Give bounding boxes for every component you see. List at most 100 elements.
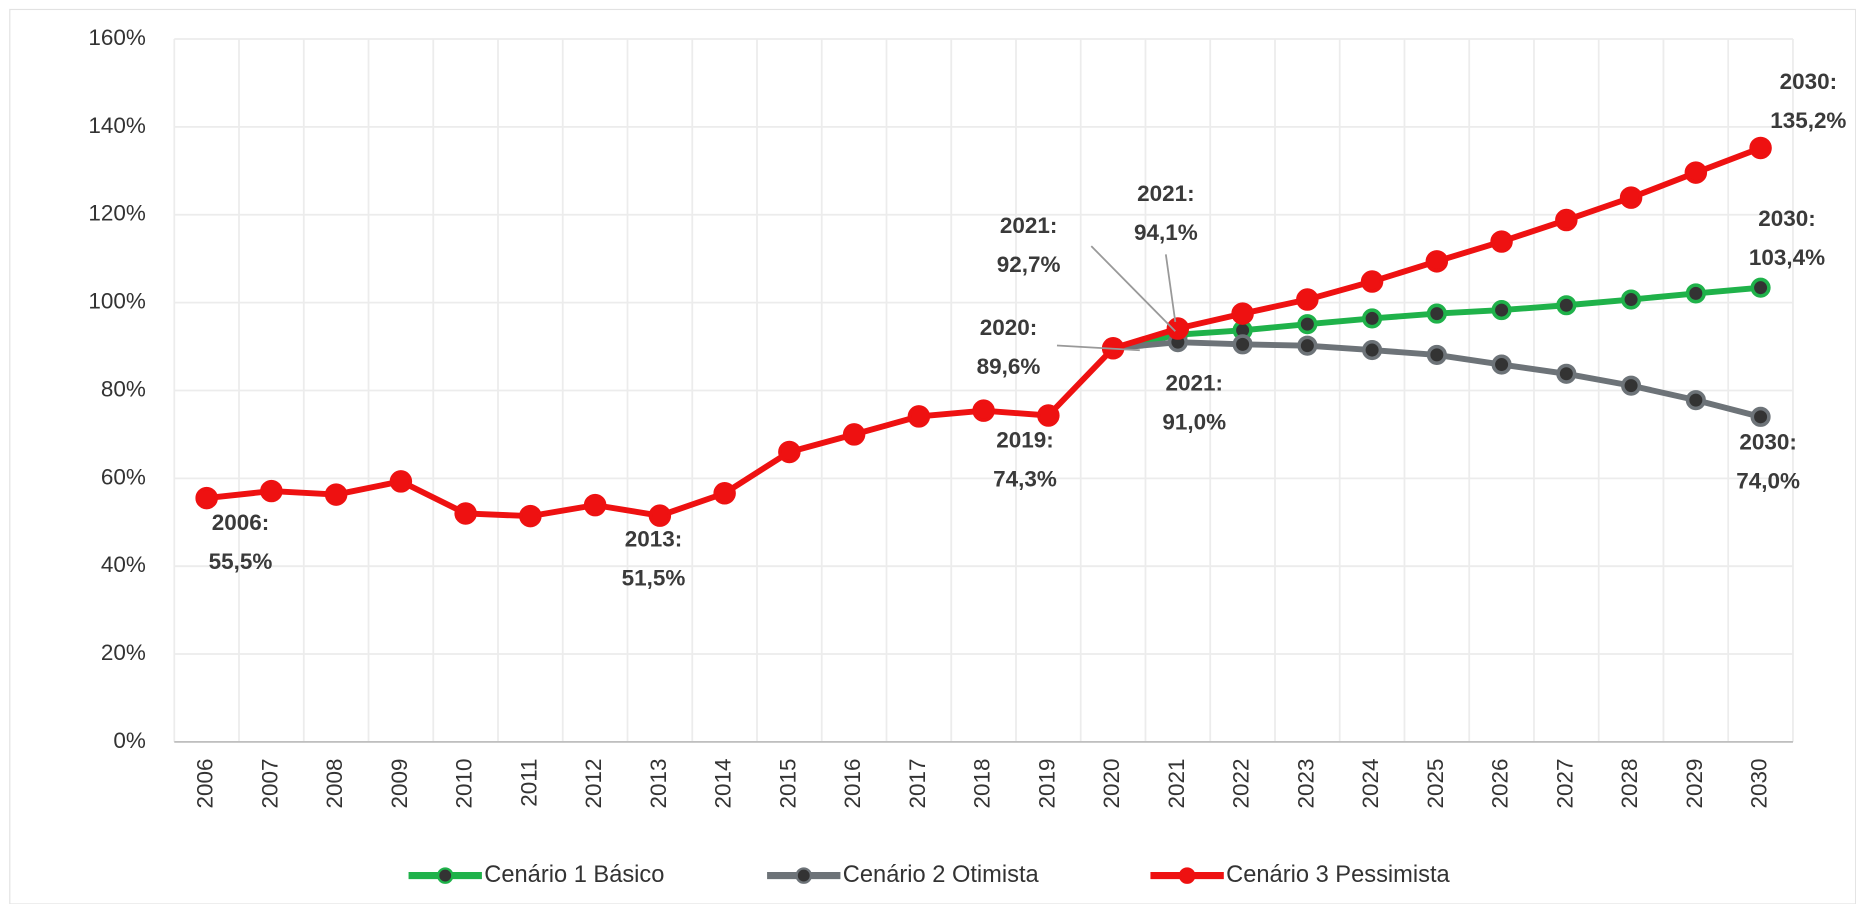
- annotation: 2021:: [1000, 213, 1057, 238]
- data-point: [1360, 270, 1384, 293]
- annotation: 55,5%: [209, 549, 273, 574]
- x-tick-label: 2012: [581, 758, 606, 808]
- data-point: [324, 483, 348, 506]
- x-tick-label: 2017: [905, 758, 930, 808]
- data-point: [1685, 390, 1706, 411]
- annotation: 2013:: [625, 527, 682, 552]
- data-point: [1685, 283, 1706, 304]
- x-tick-label: 2025: [1423, 758, 1448, 808]
- data-point: [1749, 136, 1772, 160]
- annotation: 92,7%: [997, 252, 1061, 277]
- y-tick-label: 60%: [101, 464, 146, 489]
- data-point: [1297, 335, 1318, 356]
- data-point: [1619, 186, 1643, 209]
- legend-label: Cenário 1 Básico: [484, 862, 664, 888]
- x-tick-label: 2009: [387, 758, 412, 808]
- data-point: [1037, 404, 1060, 427]
- x-tick-label: 2016: [840, 758, 865, 808]
- data-point: [1231, 302, 1254, 325]
- annotation-leader: [1090, 245, 1176, 332]
- data-point: [260, 479, 283, 503]
- x-tick-label: 2024: [1358, 758, 1383, 808]
- annotation: 74,3%: [993, 466, 1057, 491]
- data-point: [1362, 308, 1383, 329]
- data-point: [1491, 300, 1512, 321]
- x-tick-label: 2019: [1034, 758, 1059, 808]
- annotation: 2030:: [1739, 430, 1796, 455]
- data-point: [1490, 230, 1513, 253]
- y-tick-label: 0%: [113, 728, 145, 753]
- data-point: [195, 486, 218, 510]
- x-tick-label: 2029: [1682, 758, 1707, 808]
- annotation: 94,1%: [1134, 220, 1198, 245]
- annotation-leader: [1056, 344, 1140, 352]
- y-tick-label: 80%: [101, 376, 146, 401]
- annotation: 91,0%: [1162, 410, 1226, 435]
- x-tick-label: 2011: [516, 758, 541, 806]
- y-tick-label: 160%: [88, 25, 145, 50]
- annotation: 51,5%: [622, 566, 686, 591]
- annotation: 2021:: [1165, 370, 1222, 395]
- data-point: [1232, 334, 1253, 355]
- x-tick-label: 2027: [1552, 758, 1577, 808]
- data-point: [842, 423, 866, 446]
- annotation-leader: [1164, 254, 1177, 322]
- data-point: [583, 493, 607, 517]
- data-point: [454, 502, 477, 525]
- data-point: [1426, 344, 1447, 365]
- x-tick-label: 2018: [970, 758, 995, 808]
- data-point: [1556, 295, 1577, 316]
- annotation: 2006:: [212, 510, 269, 535]
- data-point: [389, 470, 413, 493]
- x-tick-label: 2010: [452, 758, 477, 808]
- data-point: [713, 482, 736, 505]
- annotation: 135,2%: [1770, 108, 1846, 133]
- annotation: 103,4%: [1749, 245, 1825, 270]
- x-tick-label: 2007: [257, 758, 282, 808]
- data-point: [1750, 406, 1771, 427]
- legend-label: Cenário 2 Otimista: [843, 862, 1040, 888]
- data-point: [1621, 289, 1642, 310]
- x-tick-label: 2021: [1164, 758, 1189, 808]
- x-tick-label: 2013: [646, 758, 671, 808]
- data-point: [1426, 303, 1447, 324]
- y-tick-label: 20%: [101, 640, 146, 665]
- data-point: [972, 399, 995, 422]
- annotation: 2030:: [1758, 206, 1815, 231]
- legend-marker: [795, 867, 813, 884]
- annotation: 89,6%: [977, 354, 1041, 379]
- data-point: [1297, 314, 1318, 335]
- legend-marker: [436, 867, 454, 884]
- y-tick-label: 140%: [88, 113, 145, 138]
- x-tick-label: 2008: [322, 758, 347, 808]
- data-point: [1425, 250, 1449, 273]
- annotation: 2019:: [996, 427, 1053, 452]
- data-point: [778, 440, 801, 464]
- y-tick-label: 120%: [88, 201, 145, 226]
- data-point: [1555, 208, 1578, 232]
- y-tick-label: 40%: [101, 552, 146, 577]
- x-tick-label: 2006: [193, 758, 218, 808]
- legend-marker: [1178, 867, 1196, 884]
- annotation: 2021:: [1137, 181, 1194, 206]
- data-point: [907, 405, 931, 428]
- chart-frame: [9, 8, 1856, 904]
- x-tick-label: 2022: [1229, 758, 1254, 808]
- annotation: 2020:: [980, 315, 1037, 340]
- data-point: [648, 504, 672, 527]
- data-point: [1684, 161, 1708, 184]
- x-tick-label: 2028: [1617, 758, 1642, 808]
- x-tick-label: 2020: [1099, 758, 1124, 808]
- data-point: [1750, 277, 1771, 298]
- x-tick-label: 2030: [1747, 758, 1772, 808]
- data-point: [1362, 339, 1383, 361]
- data-point: [1556, 363, 1577, 384]
- legend-label: Cenário 3 Pessimista: [1226, 862, 1450, 888]
- annotation: 2030:: [1780, 69, 1837, 94]
- x-tick-label: 2026: [1488, 758, 1513, 808]
- data-point: [1296, 288, 1319, 311]
- x-tick-label: 2015: [775, 758, 800, 808]
- y-tick-label: 100%: [88, 289, 145, 314]
- data-point: [519, 504, 542, 528]
